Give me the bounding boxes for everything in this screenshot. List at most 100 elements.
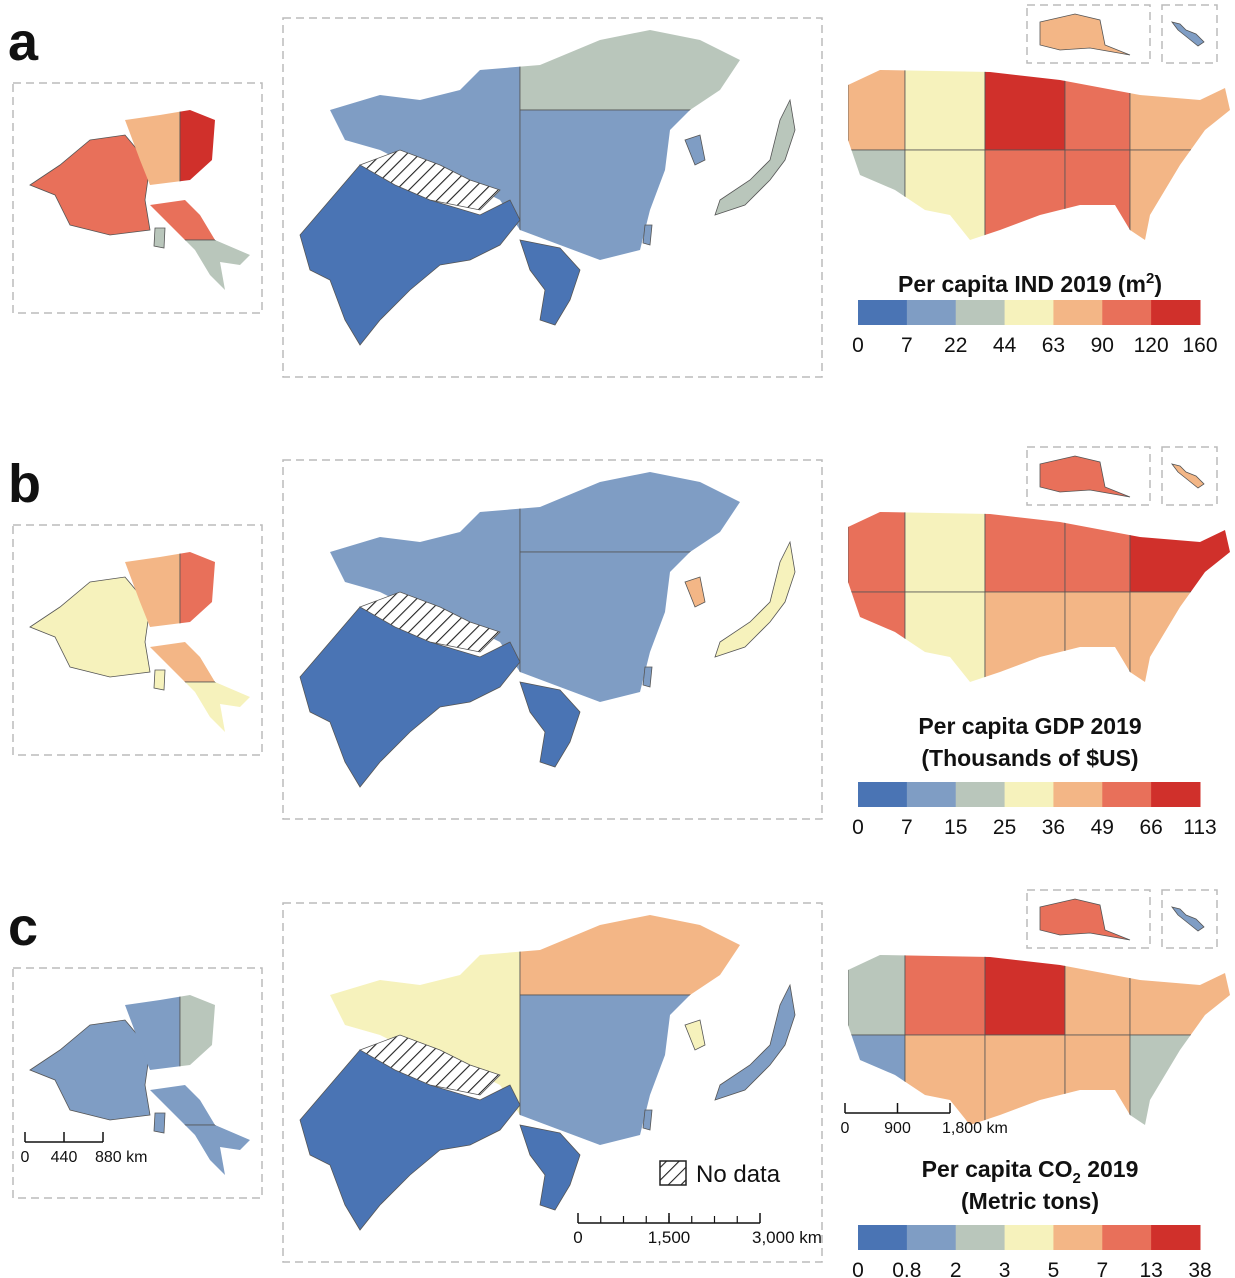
southeast-asia [520, 240, 580, 325]
legend-swatch [1053, 300, 1102, 325]
region [985, 592, 1065, 692]
southeast-asia [520, 1125, 580, 1210]
france [30, 135, 150, 235]
legend-swatch [1102, 1225, 1151, 1250]
legend-swatch [858, 782, 907, 807]
region [520, 110, 745, 265]
legend-title-part: 2019 [1081, 1156, 1139, 1182]
legend-swatch [907, 782, 956, 807]
region [1065, 592, 1130, 692]
region [848, 945, 905, 1035]
korea [685, 1020, 705, 1050]
region [1130, 502, 1235, 592]
region [1130, 1035, 1235, 1135]
legend-tick-label: 90 [1091, 334, 1114, 357]
legend-swatch [1151, 300, 1200, 325]
legend-tick-label: 44 [993, 334, 1017, 357]
region [985, 150, 1065, 250]
region [145, 682, 255, 737]
region [145, 1125, 255, 1180]
scale-label: 1,500 [648, 1228, 691, 1247]
region [1065, 502, 1130, 592]
region [1130, 945, 1235, 1035]
no-data-label: No data [696, 1161, 781, 1188]
legend-swatch [858, 300, 907, 325]
legend-swatch [1151, 782, 1200, 807]
region [1065, 1035, 1130, 1135]
taiwan [643, 667, 652, 687]
sardinia [154, 228, 165, 248]
legend-tick-label: 22 [944, 334, 967, 357]
panel-label: a [8, 12, 39, 72]
legend-swatch [956, 782, 1005, 807]
legend-subtitle: (Thousands of $US) [921, 745, 1138, 771]
legend-tick-label: 0 [852, 334, 864, 357]
sardinia [154, 670, 165, 690]
legend-tick-label: 160 [1182, 334, 1217, 357]
region [985, 60, 1065, 150]
region [180, 105, 220, 190]
legend-tick-label: 5 [1048, 1259, 1060, 1278]
sardinia [154, 1113, 165, 1133]
region [145, 240, 255, 295]
legend-title: Per capita IND 2019 (m2) [898, 270, 1162, 297]
japan [715, 985, 795, 1100]
region [985, 502, 1065, 592]
legend-tick-label: 0 [852, 816, 864, 839]
region [1065, 945, 1130, 1035]
region [905, 60, 985, 150]
region [1130, 592, 1235, 692]
legend-tick-label: 7 [901, 334, 913, 357]
southeast-asia [520, 682, 580, 767]
legend-swatch [956, 1225, 1005, 1250]
legend-tick-label: 36 [1042, 816, 1065, 839]
region [905, 150, 985, 250]
scale-label: 0 [21, 1149, 30, 1166]
panel-label: b [8, 454, 41, 514]
legend-swatch [907, 300, 956, 325]
legend-title-part: 2 [1146, 270, 1154, 287]
panel-label: c [8, 897, 38, 957]
legend-swatch [1151, 1225, 1200, 1250]
france [30, 577, 150, 677]
legend-title-part: Per capita CO [922, 1156, 1073, 1182]
legend-swatch [1053, 1225, 1102, 1250]
legend-title: Per capita CO2 2019 [922, 1156, 1139, 1187]
korea [685, 577, 705, 607]
usa [848, 60, 1235, 250]
legend-title: Per capita GDP 2019 [918, 713, 1141, 739]
legend-tick-label: 49 [1091, 816, 1114, 839]
figure: aPer capita IND 2019 (m2)072244639012016… [0, 0, 1235, 1278]
region [520, 25, 745, 110]
legend-swatch [1102, 782, 1151, 807]
legend-title-part: ) [1154, 271, 1162, 297]
legend-tick-label: 7 [1096, 1259, 1108, 1278]
region [520, 910, 745, 995]
region [520, 995, 745, 1150]
legend-tick-label: 2 [950, 1259, 962, 1278]
region [180, 547, 220, 632]
legend-swatch [1005, 300, 1054, 325]
legend-swatch [1005, 782, 1054, 807]
legend-tick-label: 0.8 [892, 1259, 921, 1278]
region [520, 552, 745, 707]
taiwan [643, 225, 652, 245]
france [30, 1020, 150, 1120]
legend-tick-label: 3 [999, 1259, 1011, 1278]
usa [848, 945, 1235, 1135]
legend-tick-label: 120 [1134, 334, 1169, 357]
legend-swatch [1102, 300, 1151, 325]
legend-tick-label: 13 [1139, 1259, 1162, 1278]
region [848, 502, 905, 592]
region [848, 150, 905, 250]
korea [685, 135, 705, 165]
hawaii [1172, 464, 1204, 488]
hawaii [1172, 22, 1204, 46]
scale-label: 1,800 km [942, 1120, 1008, 1137]
legend-swatch [956, 300, 1005, 325]
region [905, 945, 985, 1035]
legend-swatch [907, 1225, 956, 1250]
panel: b Per capita GDP 2019 (Thousands of $US) 0 7… [8, 447, 1235, 839]
legend-tick-label: 7 [901, 816, 913, 839]
